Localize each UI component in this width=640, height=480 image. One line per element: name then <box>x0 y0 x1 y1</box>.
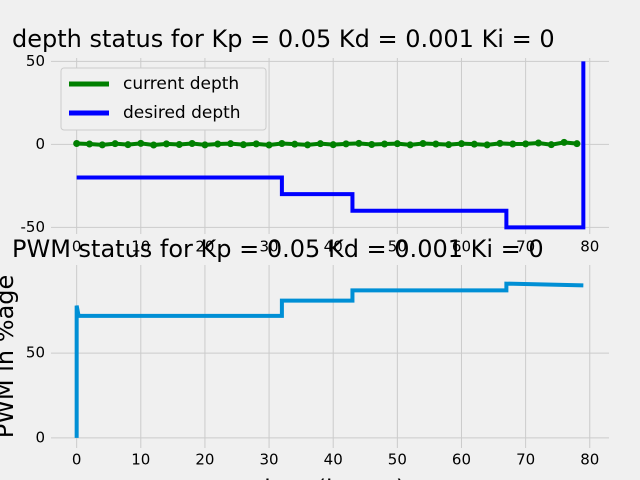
data-point <box>98 141 106 149</box>
data-point <box>393 140 401 148</box>
data-point <box>483 141 491 149</box>
data-point <box>522 140 530 148</box>
x-tick-label: 10 <box>131 238 150 256</box>
data-point <box>304 141 312 149</box>
x-tick-label: 40 <box>324 238 343 256</box>
data-point <box>573 140 581 148</box>
x-tick-label: 10 <box>131 451 150 469</box>
x-tick-label: 50 <box>388 238 407 256</box>
x-axis-label: time (in sec) <box>255 475 406 480</box>
data-point <box>534 139 542 147</box>
data-point <box>252 140 260 148</box>
data-point <box>227 140 235 148</box>
data-point <box>419 140 427 148</box>
data-point <box>291 140 299 148</box>
y-tick-label: 50 <box>26 52 45 70</box>
y-tick-label: -50 <box>21 218 46 236</box>
x-tick-label: 70 <box>516 451 535 469</box>
x-tick-label: 60 <box>452 238 471 256</box>
x-tick-label: 70 <box>516 238 535 256</box>
x-tick-label: 30 <box>260 451 279 469</box>
data-point <box>278 140 286 148</box>
data-point <box>316 140 324 148</box>
data-point <box>111 140 119 148</box>
data-point <box>124 141 132 149</box>
data-line <box>76 140 578 148</box>
data-point <box>381 140 389 148</box>
x-tick-label: 0 <box>72 238 82 256</box>
data-point <box>457 140 465 148</box>
data-point <box>73 140 81 148</box>
chart-title: depth status for Kp = 0.05 Kd = 0.001 Ki… <box>12 25 555 53</box>
data-point <box>150 141 158 149</box>
data-point <box>547 141 555 149</box>
data-point <box>85 140 93 148</box>
data-line <box>76 61 586 230</box>
data-point <box>162 140 170 148</box>
legend-box <box>60 67 267 131</box>
data-point <box>342 140 350 148</box>
x-tick-label: 80 <box>580 238 599 256</box>
x-tick-label: 40 <box>324 451 343 469</box>
y-tick-label: 50 <box>26 344 45 362</box>
data-point <box>445 141 453 149</box>
data-point <box>509 140 517 148</box>
data-point <box>496 139 504 147</box>
data-point <box>560 138 568 146</box>
data-point <box>368 141 376 149</box>
x-tick-label: 30 <box>260 238 279 256</box>
data-point <box>265 141 273 149</box>
x-tick-label: 60 <box>452 451 471 469</box>
y-tick-label: 0 <box>35 135 45 153</box>
legend-label: current depth <box>123 74 239 94</box>
x-tick-label: 50 <box>388 451 407 469</box>
x-tick-label: 20 <box>195 451 214 469</box>
data-point <box>406 141 414 149</box>
data-point <box>470 140 478 148</box>
data-point <box>137 139 145 147</box>
data-point <box>355 139 363 147</box>
x-tick-label: 20 <box>195 238 214 256</box>
data-point <box>201 141 209 149</box>
data-point <box>214 140 222 148</box>
legend-label: desired depth <box>123 103 241 123</box>
chart-title: PWM status for Kp = 0.05 Kd = 0.001 Ki =… <box>12 235 544 263</box>
y-tick-label: 0 <box>35 428 45 446</box>
data-line <box>74 281 584 438</box>
data-point <box>329 141 337 149</box>
data-point <box>175 141 183 149</box>
data-point <box>239 141 247 149</box>
y-axis-label: PWM in %age <box>0 275 19 439</box>
x-tick-label: 80 <box>580 451 599 469</box>
data-point <box>432 140 440 148</box>
x-tick-label: 0 <box>72 451 82 469</box>
data-point <box>188 140 196 148</box>
